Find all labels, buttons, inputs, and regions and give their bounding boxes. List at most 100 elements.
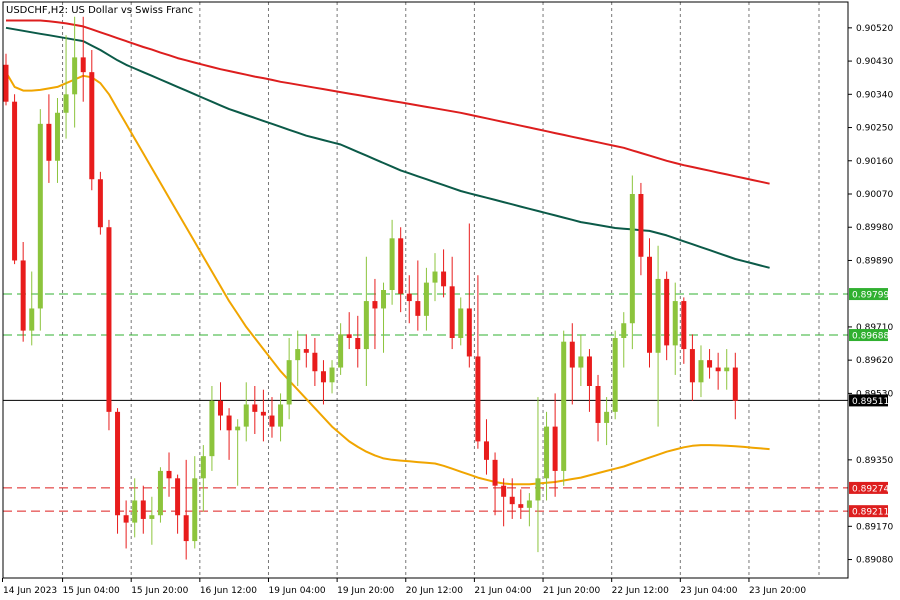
candle-body bbox=[595, 386, 601, 423]
y-tick-label: 0.89890 bbox=[856, 256, 893, 266]
candle-body bbox=[235, 426, 241, 431]
price-badge bbox=[849, 394, 888, 407]
candle-body bbox=[501, 485, 507, 497]
candle-body bbox=[638, 194, 644, 257]
candle-body bbox=[312, 352, 318, 372]
candle-body bbox=[689, 349, 695, 383]
candle-body bbox=[492, 459, 498, 486]
candle-body bbox=[406, 293, 412, 302]
candle-body bbox=[72, 57, 78, 95]
price-badge bbox=[849, 329, 888, 342]
candle-body bbox=[432, 271, 438, 283]
candle-body bbox=[166, 470, 172, 479]
moving-average-line bbox=[6, 19, 770, 185]
x-tick-label: 23 Jun 04:00 bbox=[680, 586, 737, 596]
candle-body bbox=[681, 301, 687, 350]
x-tick-label: 21 Jun 04:00 bbox=[474, 586, 531, 596]
candle-body bbox=[552, 426, 558, 471]
chart-title: USDCHF,H2: US Dollar vs Swiss Franc bbox=[6, 5, 193, 16]
x-tick-label: 16 Jun 12:00 bbox=[200, 586, 257, 596]
candle-body bbox=[441, 271, 447, 287]
moving-averages bbox=[5, 19, 770, 486]
candle-body bbox=[218, 400, 223, 416]
candle-body bbox=[544, 426, 550, 479]
candle-body bbox=[621, 323, 627, 338]
candle-body bbox=[123, 515, 129, 523]
candle-body bbox=[355, 338, 361, 350]
candle-body bbox=[3, 64, 9, 102]
candle-body bbox=[20, 260, 26, 331]
candle-body bbox=[175, 478, 181, 516]
candle-body bbox=[398, 238, 404, 294]
price-badge-label: 0.89511 bbox=[852, 397, 889, 407]
candle-body bbox=[509, 496, 515, 505]
y-tick-label: 0.89710 bbox=[856, 323, 893, 333]
candle-body bbox=[132, 500, 138, 523]
price-badge bbox=[849, 481, 888, 494]
y-tick-label: 0.90340 bbox=[856, 90, 893, 100]
price-badge-label: 0.89799 bbox=[852, 291, 889, 301]
y-tick-label: 0.89620 bbox=[856, 356, 893, 366]
candle-body bbox=[200, 456, 206, 479]
candle-body bbox=[569, 341, 575, 368]
x-tick-label: 20 Jun 12:00 bbox=[406, 586, 463, 596]
y-tick-label: 0.89350 bbox=[856, 456, 893, 466]
x-tick-label: 19 Jun 20:00 bbox=[337, 586, 394, 596]
candle-body bbox=[672, 301, 678, 346]
candle-body bbox=[415, 301, 421, 316]
candle-body bbox=[140, 500, 146, 519]
candle-body bbox=[63, 94, 69, 113]
y-tick-label: 0.89080 bbox=[856, 556, 893, 566]
candle-body bbox=[54, 112, 60, 161]
y-tick-label: 0.90430 bbox=[856, 57, 893, 67]
candle-body bbox=[89, 72, 95, 180]
moving-average-line bbox=[5, 26, 770, 269]
candles bbox=[3, 16, 738, 560]
candle-body bbox=[664, 278, 670, 346]
candle-body bbox=[423, 282, 429, 316]
candle-body bbox=[97, 179, 103, 228]
candle-body bbox=[629, 194, 635, 324]
candle-body bbox=[286, 360, 292, 405]
candle-body bbox=[483, 441, 489, 460]
candle-body bbox=[586, 356, 592, 386]
candle-body bbox=[381, 290, 387, 309]
moving-average-line bbox=[5, 71, 770, 486]
candle-body bbox=[37, 123, 43, 309]
candle-body bbox=[612, 338, 618, 412]
x-tick-label: 19 Jun 04:00 bbox=[268, 586, 325, 596]
candle-body bbox=[269, 415, 275, 427]
level-lines bbox=[3, 293, 848, 512]
y-tick-label: 0.89170 bbox=[856, 522, 893, 532]
candle-body bbox=[29, 308, 35, 331]
candle-body bbox=[226, 415, 232, 431]
x-tick-label: 22 Jun 12:00 bbox=[612, 586, 669, 596]
candle-body bbox=[243, 404, 249, 427]
candle-body bbox=[372, 301, 378, 309]
candle-body bbox=[295, 349, 301, 361]
candle-body bbox=[80, 57, 86, 73]
candle-body bbox=[578, 356, 584, 368]
candle-body bbox=[115, 411, 121, 516]
x-tick-label: 21 Jun 20:00 bbox=[543, 586, 600, 596]
candle-body bbox=[458, 308, 464, 338]
candle-body bbox=[732, 367, 738, 401]
candle-body bbox=[192, 478, 198, 542]
candle-body bbox=[320, 371, 326, 383]
grid-lines bbox=[62, 2, 820, 578]
candle-body bbox=[561, 341, 567, 471]
candle-body bbox=[149, 515, 155, 519]
price-badge-label: 0.89274 bbox=[852, 484, 889, 494]
candle-body bbox=[449, 286, 455, 338]
price-badge-label: 0.89688 bbox=[852, 332, 889, 342]
candle-body bbox=[338, 334, 344, 368]
y-tick-label: 0.90250 bbox=[856, 124, 893, 134]
x-tick-label: 15 Jun 04:00 bbox=[63, 586, 120, 596]
candle-body bbox=[329, 367, 335, 383]
candle-body bbox=[698, 360, 704, 383]
candle-body bbox=[707, 360, 713, 368]
candle-body bbox=[647, 256, 652, 353]
y-tick-label: 0.89980 bbox=[856, 223, 893, 233]
